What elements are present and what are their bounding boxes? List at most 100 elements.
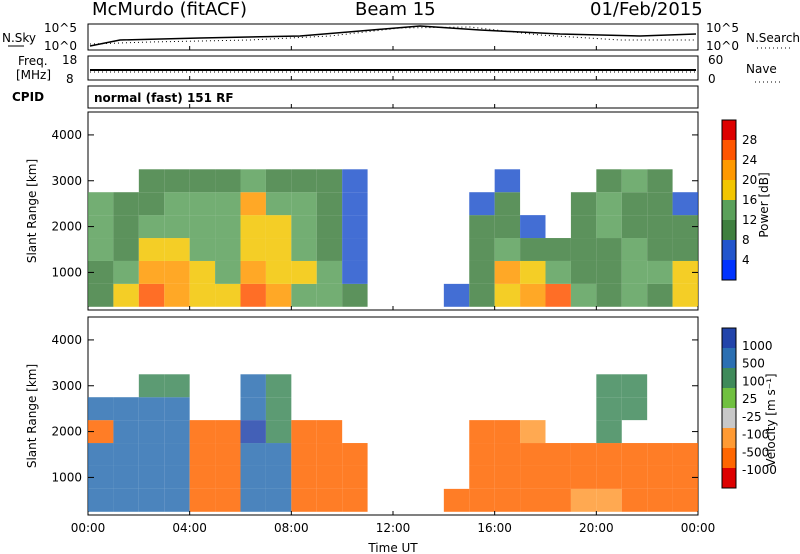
power-cell (240, 215, 266, 239)
power-cell (189, 215, 216, 239)
power-cell (88, 215, 114, 239)
power-colorbar-tick: 12 (742, 213, 757, 227)
velocity-cell (138, 420, 165, 444)
velocity-colorbar-frame (721, 327, 737, 489)
velocity-cell (164, 443, 190, 466)
velocity-cell (291, 465, 317, 489)
velocity-cell (240, 488, 266, 512)
power-cell (469, 283, 495, 307)
power-cell (215, 215, 241, 239)
power-cell (215, 192, 241, 216)
power-cell (164, 283, 190, 307)
power-cell (494, 169, 521, 193)
velocity-cell (596, 488, 622, 512)
power-cell (113, 283, 139, 307)
power-colorbar-segment (722, 200, 736, 220)
freq-tick-bottom: 8 (66, 72, 74, 86)
power-cell (672, 192, 698, 216)
power-cell (138, 169, 165, 193)
power-ytick-label: 3000 (51, 174, 82, 188)
velocity-cell (596, 374, 622, 398)
power-ytick-label: 4000 (51, 128, 82, 142)
power-cell (647, 215, 673, 239)
power-cell (469, 238, 495, 261)
power-cell (570, 283, 597, 307)
cpid-label: CPID (12, 90, 44, 104)
power-cell (621, 192, 648, 216)
velocity-cell (240, 397, 266, 421)
power-cell (240, 283, 266, 307)
x-tick-label: 04:00 (172, 521, 207, 535)
power-colorbar-tick: 4 (742, 253, 750, 267)
power-cell (342, 260, 368, 284)
power-cell (113, 215, 139, 239)
power-colorbar-tick: 24 (742, 153, 757, 167)
velocity-cell (138, 488, 165, 512)
power-cell (520, 238, 546, 261)
velocity-cell (621, 443, 648, 466)
velocity-colorbar-tick: 100 (742, 374, 765, 388)
velocity-ylabel: Slant Range [km] (25, 364, 39, 468)
power-cell (215, 283, 241, 307)
velocity-cell (621, 397, 648, 421)
power-cell (342, 215, 368, 239)
velocity-cell (621, 465, 648, 489)
velocity-cell (443, 488, 470, 512)
power-cell (570, 192, 597, 216)
power-heatmap (88, 169, 698, 307)
power-cell (672, 215, 698, 239)
velocity-cell (469, 420, 495, 444)
power-cell (164, 192, 190, 216)
velocity-cell (316, 420, 343, 444)
velocity-cell (240, 374, 266, 398)
cpid-value: normal (fast) 151 RF (94, 91, 234, 105)
power-cell (265, 283, 292, 307)
power-cell (647, 238, 673, 261)
velocity-cell (215, 420, 241, 444)
velocity-cell (164, 465, 190, 489)
power-cell (189, 260, 216, 284)
x-tick-label: 00:00 (681, 521, 716, 535)
velocity-cell (164, 488, 190, 512)
nsky-tick-top: 10^5 (44, 21, 77, 35)
velocity-colorbar-segment (722, 328, 736, 348)
freq-units-label: [MHz] (16, 68, 51, 82)
velocity-cell (113, 465, 139, 489)
velocity-cell (265, 488, 292, 512)
velocity-cell (545, 443, 571, 466)
x-axis-label: Time UT (367, 541, 418, 554)
velocity-colorbar-tick: 1000 (742, 339, 773, 353)
velocity-cell (265, 374, 292, 398)
power-cell (596, 169, 622, 193)
power-colorbar: 28 24 20 16 12 8 4 (721, 119, 757, 281)
power-ytick-label: 2000 (51, 220, 82, 234)
power-cell (342, 238, 368, 261)
velocity-cell (113, 420, 139, 444)
velocity-cell (316, 488, 343, 512)
power-cell (113, 260, 139, 284)
velocity-cell (113, 397, 139, 421)
power-cell (138, 238, 165, 261)
power-cell (291, 238, 317, 261)
power-cell (215, 238, 241, 261)
velocity-cell (164, 374, 190, 398)
velocity-cell (520, 488, 546, 512)
velocity-colorbar-segment (722, 428, 736, 448)
power-cell (672, 238, 698, 261)
velocity-ytick-label: 2000 (51, 425, 82, 439)
velocity-cell (138, 443, 165, 466)
velocity-cell (291, 488, 317, 512)
velocity-cell (316, 465, 343, 489)
velocity-cell (545, 488, 571, 512)
velocity-cell (621, 374, 648, 398)
power-cell (672, 283, 698, 307)
velocity-cell (215, 443, 241, 466)
velocity-cell (494, 443, 521, 466)
power-cell (469, 192, 495, 216)
power-cell (520, 215, 546, 239)
freq-label: Freq. (18, 54, 48, 68)
power-cell (596, 192, 622, 216)
power-cell (265, 192, 292, 216)
power-colorbar-tick: 20 (742, 173, 757, 187)
nave-label: Nave (746, 62, 777, 76)
